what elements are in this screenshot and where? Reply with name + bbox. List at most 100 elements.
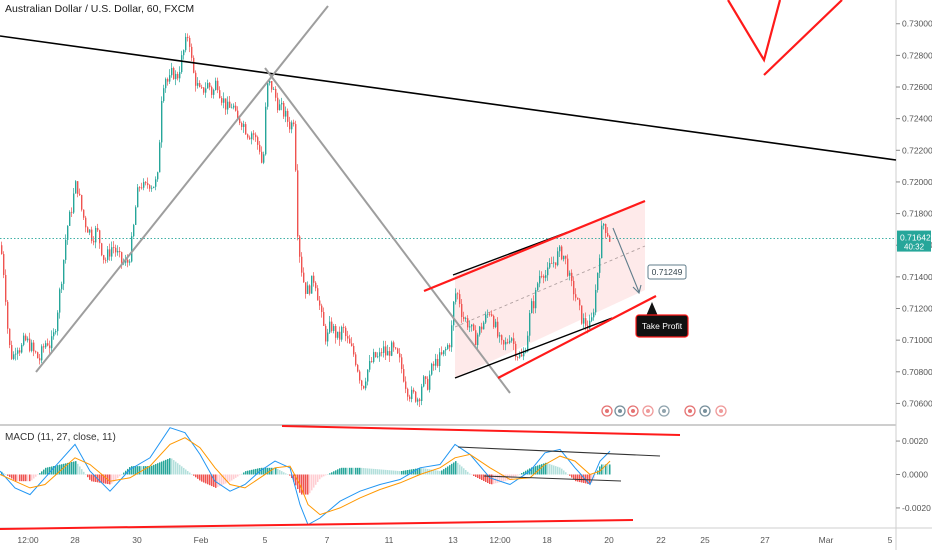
candle-body	[367, 369, 369, 382]
candle-body	[573, 280, 575, 295]
chart-drawings	[0, 0, 897, 394]
candle-body	[85, 217, 87, 228]
candle-body	[553, 262, 555, 264]
macd-histogram-bar	[287, 474, 289, 475]
macd-histogram-bar	[151, 465, 153, 475]
candle-body	[99, 230, 101, 244]
macd-histogram-bar	[517, 474, 519, 476]
macd-histogram-bar	[431, 469, 433, 475]
candle-body	[363, 385, 365, 389]
candle-body	[417, 399, 419, 402]
candle-body	[217, 80, 219, 91]
candle-body	[241, 123, 243, 127]
macd-histogram-bar	[537, 465, 539, 475]
macd-histogram-bar	[145, 466, 147, 475]
macd-histogram-bar	[505, 474, 507, 481]
candle-body	[477, 334, 479, 346]
macd-histogram-bar	[207, 474, 209, 485]
candle-body	[325, 325, 327, 342]
macd-histogram-bar	[547, 463, 549, 475]
candle-body	[599, 258, 601, 273]
macd-histogram-bar	[481, 474, 483, 481]
macd-histogram-bar	[263, 467, 265, 475]
macd-histogram-bar	[203, 474, 205, 483]
candle-body	[103, 255, 105, 260]
candle-body	[457, 293, 459, 295]
take-profit-callout: Take Profit	[635, 302, 689, 338]
macd-histogram-bar	[497, 474, 499, 483]
macd-histogram-bar	[37, 474, 39, 475]
time-tick-label: Mar	[819, 535, 834, 545]
macd-red-bottom-line	[0, 519, 634, 530]
candle-body	[345, 327, 347, 337]
macd-histogram-bar	[423, 468, 425, 475]
macd-histogram-bar	[435, 470, 437, 475]
macd-histogram-bar	[501, 474, 503, 482]
event-flag-icon	[703, 409, 707, 413]
candle-body	[501, 335, 503, 341]
macd-histogram-bar	[233, 474, 235, 480]
macd-histogram-bar	[283, 472, 285, 475]
candle-body	[143, 182, 145, 188]
macd-histogram-bar	[383, 469, 385, 475]
macd-histogram-bar	[171, 458, 173, 475]
macd-histogram-bar	[147, 466, 149, 475]
candle-body	[467, 318, 469, 328]
candle-body	[83, 209, 85, 218]
macd-histogram-bar	[73, 461, 75, 475]
candle-body	[361, 380, 363, 386]
macd-histogram-bar	[193, 474, 195, 476]
candle-body	[515, 343, 517, 358]
candle-body	[213, 89, 215, 95]
macd-histogram-bar	[119, 474, 121, 477]
candle-body	[149, 185, 151, 189]
candle-body	[305, 282, 307, 294]
candle-body	[227, 101, 229, 110]
macd-histogram-bar	[175, 461, 177, 475]
macd-histogram-bar	[189, 472, 191, 475]
macd-histogram-bar	[15, 474, 17, 482]
macd-histogram-bar	[221, 474, 223, 486]
macd-histogram-bar	[599, 466, 601, 475]
macd-histogram-bar	[471, 474, 473, 475]
candle-body	[343, 326, 345, 328]
price-tag-bg	[897, 230, 931, 252]
macd-histogram-bar	[95, 474, 97, 483]
macd-histogram-bar	[265, 467, 267, 475]
macd-histogram-bar	[345, 467, 347, 475]
macd-histogram-bar	[87, 474, 89, 478]
candle-body	[607, 233, 609, 237]
macd-histogram-bar	[117, 474, 119, 479]
macd-histogram-bar	[327, 474, 329, 475]
candle-body	[55, 331, 57, 333]
candle-body	[601, 225, 603, 259]
candle-body	[503, 340, 505, 345]
candle-body	[223, 98, 225, 103]
macd-histogram-bar	[563, 470, 565, 475]
time-tick-label: 5	[888, 535, 893, 545]
channel-bottom-black	[454, 317, 613, 379]
macd-histogram-bar	[543, 463, 545, 475]
candle-body	[291, 122, 293, 130]
candle-body	[329, 321, 331, 333]
candle-body	[401, 357, 403, 370]
price-tick-label: 0.72800	[902, 50, 932, 60]
macd-histogram-bar	[535, 466, 537, 475]
candle-body	[603, 223, 605, 226]
macd-tick-label: 0.0000	[902, 469, 928, 479]
macd-histogram-bar	[325, 474, 327, 476]
candle-body	[65, 239, 67, 260]
macd-histogram-bar	[555, 466, 557, 475]
candle-body	[235, 105, 237, 111]
macd-histogram-bar	[483, 474, 485, 482]
macd-histogram-bar	[587, 474, 589, 484]
candle-body	[199, 83, 201, 87]
time-tick-label: 5	[263, 535, 268, 545]
candle-body	[21, 344, 23, 353]
channel-region	[454, 201, 646, 378]
macd-histogram-bar	[173, 460, 175, 475]
candle-body	[95, 227, 97, 243]
candle-body	[459, 294, 461, 304]
candle-body	[299, 236, 301, 257]
